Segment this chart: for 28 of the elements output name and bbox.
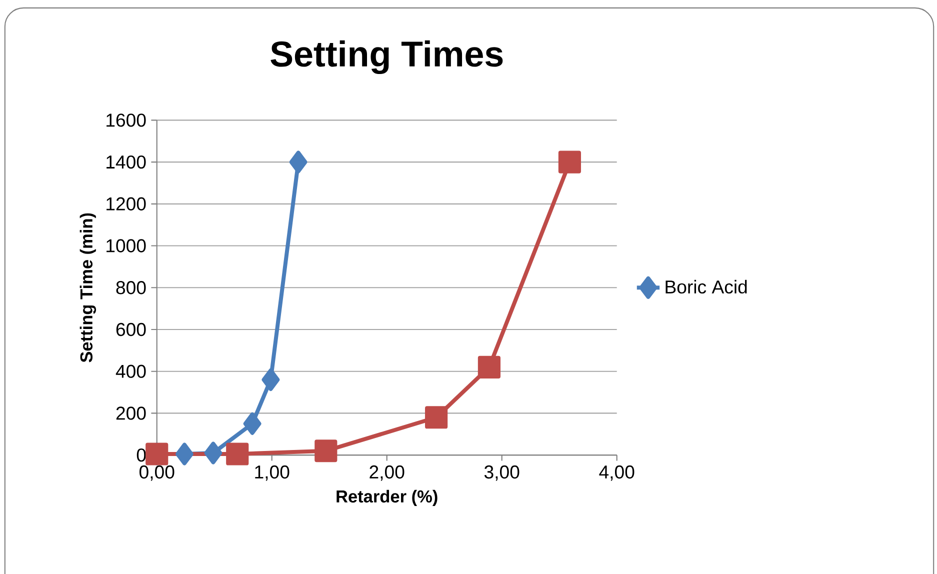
- x-tick-label: 1,00: [255, 465, 290, 481]
- y-tick-label: 1200: [106, 197, 146, 210]
- point: [558, 150, 581, 174]
- y-tick-label: 200: [116, 406, 146, 420]
- point: [146, 442, 168, 466]
- x-tick-label: 0,00: [140, 465, 174, 481]
- point: [314, 440, 338, 462]
- legend-label: Boric Acid: [666, 280, 747, 294]
- x-axis-title: Retarder (%): [336, 490, 438, 506]
- y-tick-label: 600: [116, 322, 146, 336]
- x-tick-label: 4,00: [599, 465, 634, 481]
- point: [204, 442, 222, 464]
- y-tick-label: 1600: [106, 114, 146, 127]
- point: [243, 412, 262, 435]
- x-tick-label: 3,00: [484, 465, 520, 481]
- y-tick-label: 800: [116, 280, 146, 294]
- point: [425, 406, 448, 429]
- y-tick-label: 1400: [106, 155, 146, 169]
- x-tick-label: 2,00: [370, 465, 404, 481]
- point: [262, 368, 280, 391]
- y-axis-title: Setting Time (min): [80, 213, 96, 362]
- point: [175, 442, 194, 466]
- y-tick-label: 1000: [106, 239, 146, 252]
- point: [226, 442, 249, 466]
- point: [478, 356, 500, 378]
- y-tick-label: 400: [116, 364, 146, 378]
- point: [289, 150, 308, 174]
- chart-title: Setting Times: [270, 40, 503, 74]
